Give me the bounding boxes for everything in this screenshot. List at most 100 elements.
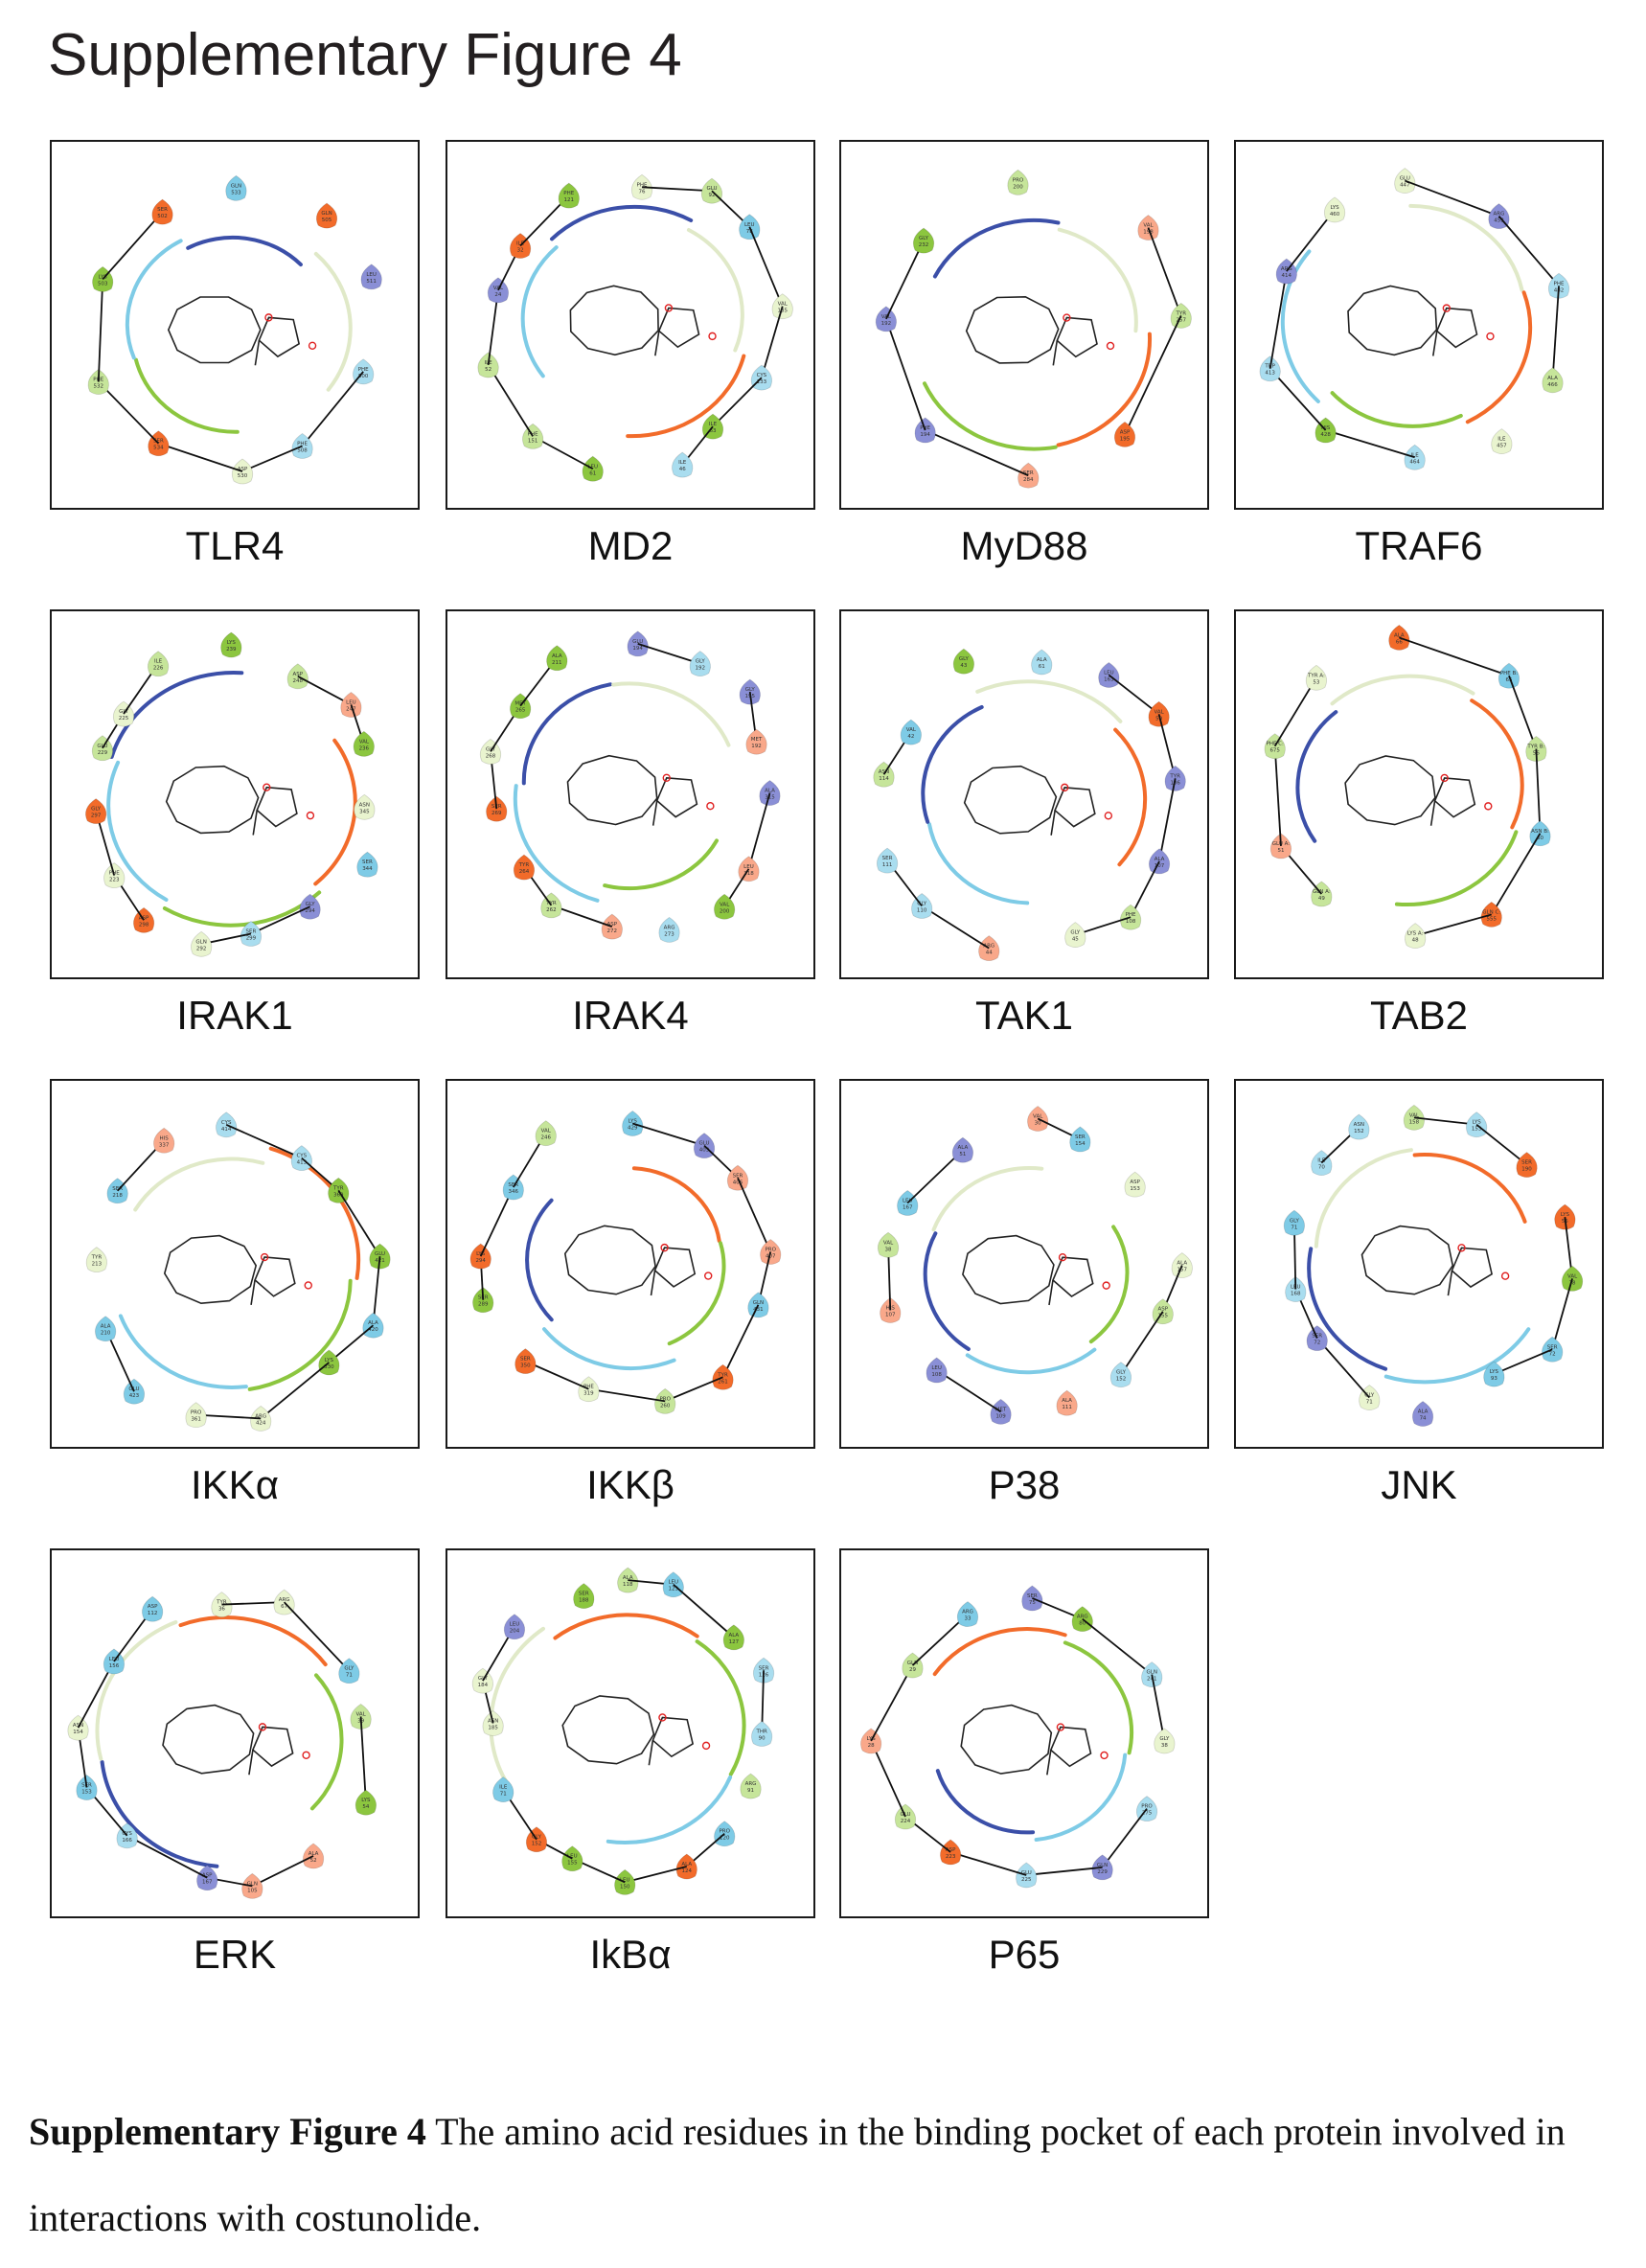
- ligand-structure: [566, 754, 698, 826]
- residue-label: SER: [579, 1592, 589, 1597]
- residue-label: SER: [1027, 1593, 1038, 1599]
- pocket-contour: [313, 738, 357, 886]
- residue-drop: [328, 1177, 350, 1203]
- residue-label: ALA: [1177, 1261, 1187, 1267]
- residue-chain-link: [712, 377, 763, 427]
- residue-label: 466: [1547, 382, 1558, 388]
- residue-label: 534: [153, 446, 164, 451]
- residue-drop: [573, 1583, 595, 1609]
- residue-label: SER: [157, 207, 168, 213]
- residue-label: 275: [1142, 1811, 1153, 1817]
- residue-label: ALA: [765, 789, 775, 794]
- residue-label: 118: [623, 1582, 633, 1588]
- pocket-contour: [1330, 674, 1475, 706]
- residue-chain-link: [195, 1413, 262, 1420]
- pocket-contour: [186, 235, 303, 267]
- residue-chain-link: [747, 792, 771, 870]
- residue-label: ARG: [745, 1781, 757, 1787]
- residue-drop: [522, 423, 544, 449]
- residue-node: PHE C:675: [1264, 733, 1286, 760]
- residue-label: VAL: [1143, 223, 1154, 229]
- residue-label: GLU: [1021, 1870, 1032, 1876]
- residue-chain-link: [241, 445, 303, 472]
- residue-label: 190: [1521, 1167, 1532, 1173]
- residue-label: ASN: [359, 802, 370, 808]
- residue-label: 152: [532, 1842, 542, 1847]
- residue-label: 315: [765, 795, 775, 801]
- residue-label: 211: [552, 660, 562, 666]
- residue-label: 107: [885, 1312, 896, 1317]
- interaction-diagram-svg: VAL30SER154ASP153ALA157ASP155GLY152ALA11…: [877, 1105, 1193, 1425]
- residue-label: SER: [153, 439, 164, 445]
- residue-label: LYS: [1490, 1369, 1499, 1375]
- panel-label: IKKβ: [586, 1462, 674, 1507]
- residue-chain-link: [97, 279, 104, 382]
- residue-label: 229: [98, 750, 108, 756]
- residue-label: 155: [1157, 1314, 1168, 1319]
- residue-label: VAL: [883, 1240, 894, 1246]
- residue-chain-link: [911, 1613, 969, 1666]
- residue-drop: [151, 198, 173, 225]
- residue-label: 413: [1265, 371, 1275, 377]
- residue-label: HIS: [1321, 425, 1331, 431]
- residue-chain-link: [625, 1866, 687, 1884]
- panel-traf6: GLU447ARG453PHE482ALA466ILE457ILE464HIS4…: [1234, 140, 1604, 568]
- residue-label: LEU: [931, 1365, 942, 1371]
- residue-label: 269: [492, 811, 502, 816]
- residue-label: ALA: [623, 1575, 633, 1581]
- residue-label: GLY: [1070, 930, 1081, 936]
- residue-drop: [482, 1710, 504, 1736]
- pocket-contour: [133, 1157, 265, 1212]
- residue-drop: [1323, 196, 1346, 223]
- residue-label: GLU: [97, 744, 107, 749]
- residue-label: TYR: [1169, 773, 1180, 779]
- residue-label: ALA: [368, 1320, 378, 1326]
- residue-label: 91: [747, 1788, 754, 1794]
- residue-label: 110: [917, 908, 927, 914]
- residue-label: 72: [1549, 1351, 1556, 1357]
- residue-label: SER: [362, 859, 373, 865]
- residue-label: LYS: [227, 640, 237, 646]
- residue-label: 67: [281, 1604, 287, 1610]
- interaction-diagram-svg: GLN533GLN505LEU511PHE500PHE508ASP530SER5…: [87, 174, 382, 485]
- residue-label: GLN: [1147, 1670, 1157, 1676]
- ligand-structure: [167, 296, 301, 366]
- residue-label: GLY: [745, 687, 756, 693]
- residue-label: 32: [517, 248, 524, 254]
- ligand-structure: [561, 1695, 695, 1766]
- residue-label: 167: [202, 1880, 213, 1886]
- panel-label: JNK: [1381, 1462, 1457, 1507]
- residue-label: 70: [1318, 1165, 1325, 1171]
- residue-label: 204: [510, 1629, 520, 1635]
- residue-label: GLU: [706, 186, 717, 192]
- residue-label: PHE C:: [1267, 742, 1285, 747]
- residue-label: 44: [986, 951, 993, 956]
- pocket-contour: [489, 1626, 545, 1787]
- residue-label: 105: [247, 1888, 258, 1893]
- residue-label: LYS: [1561, 1212, 1570, 1218]
- residue-drop: [894, 1803, 917, 1830]
- residue-drop: [1091, 1854, 1113, 1881]
- residue-label: 297: [91, 813, 102, 819]
- residue-drop: [514, 1348, 537, 1375]
- ligand-structure: [1360, 1225, 1494, 1296]
- residue-label: SER: [246, 929, 257, 935]
- residue-label: 292: [196, 946, 207, 951]
- residue-drop: [356, 851, 378, 878]
- pocket-contour: [553, 1613, 699, 1640]
- interaction-diagram: TYR36ARG67GLY71VAL39LYS54ALA52GLN105ASP1…: [50, 1548, 420, 1918]
- residue-drop: [85, 798, 107, 825]
- interaction-diagram-svg: PHE76GLU92LEU78VAL135CYS133ILE63ILE46LEU…: [477, 173, 793, 482]
